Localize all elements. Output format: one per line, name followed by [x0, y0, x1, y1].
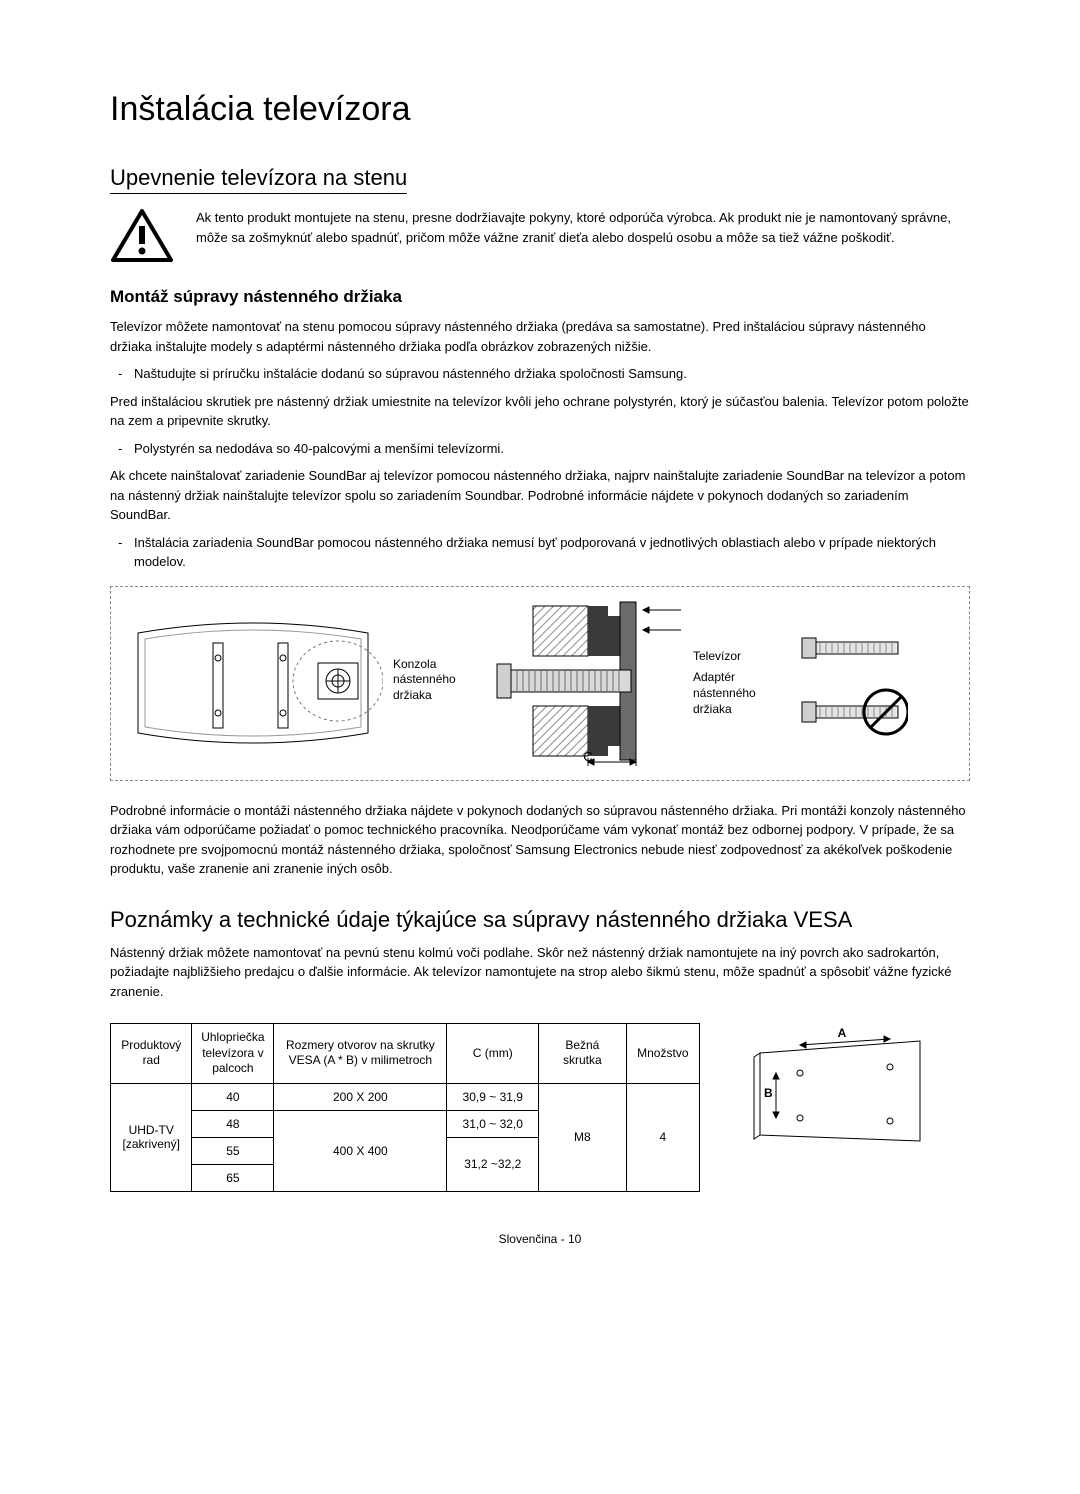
vesa-panel-figure: A B [730, 1023, 930, 1153]
th-c: C (mm) [447, 1024, 539, 1084]
sub-heading-mount-kit: Montáž súpravy nástenného držiaka [110, 287, 970, 307]
screw-allowed-icon [798, 626, 908, 670]
th-qty: Množstvo [626, 1024, 699, 1084]
mount-diagram: Konzola nástenného držiaka [110, 586, 970, 781]
diagram-labels-right: Televízor Adaptér nástenného držiaka [693, 649, 783, 717]
th-vesa: Rozmery otvorov na skrutky VESA (A * B) … [274, 1024, 447, 1084]
section-heading-wall-mount: Upevnenie televízora na stenu [110, 165, 970, 194]
th-screw: Bežná skrutka [539, 1024, 627, 1084]
paragraph: Pred inštaláciou skrutiek pre nástenný d… [110, 392, 970, 431]
cell-c: 31,0 ~ 32,0 [447, 1110, 539, 1137]
paragraph: Podrobné informácie o montáži nástenného… [110, 801, 970, 879]
label-a: A [838, 1026, 847, 1040]
diagram-label-bracket: Konzola nástenného držiaka [393, 657, 483, 710]
cell-size: 48 [192, 1110, 274, 1137]
list-item: Naštudujte si príručku inštalácie dodanú… [124, 364, 970, 384]
screw-prohibited-icon [798, 684, 908, 740]
dimension-c-label: C [583, 749, 592, 764]
cell-product: UHD-TV [zakrivený] [111, 1083, 192, 1191]
page-footer: Slovenčina - 10 [110, 1232, 970, 1246]
vesa-spec-table: Produktový rad Uhlopriečka televízora v … [110, 1023, 700, 1192]
page-title: Inštalácia televízora [110, 90, 970, 129]
warning-block: Ak tento produkt montujete na stenu, pre… [110, 208, 970, 269]
cell-vesa: 200 X 200 [274, 1083, 447, 1110]
cell-vesa: 400 X 400 [274, 1110, 447, 1191]
tv-bracket-figure [123, 603, 383, 763]
paragraph: Nástenný držiak môžete namontovať na pev… [110, 943, 970, 1002]
cell-c: 31,2 ~32,2 [447, 1137, 539, 1191]
list-item: Inštalácia zariadenia SoundBar pomocou n… [124, 533, 970, 572]
screw-figures [793, 626, 913, 740]
caution-icon [110, 208, 174, 269]
cell-size: 65 [192, 1164, 274, 1191]
cell-c: 30,9 ~ 31,9 [447, 1083, 539, 1110]
list-item: Polystyrén sa nedodáva so 40-palcovými a… [124, 439, 970, 459]
th-size: Uhlopriečka televízora v palcoch [192, 1024, 274, 1084]
th-product: Produktový rad [111, 1024, 192, 1084]
cell-size: 55 [192, 1137, 274, 1164]
cell-screw: M8 [539, 1083, 627, 1191]
paragraph: Televízor môžete namontovať na stenu pom… [110, 317, 970, 356]
warning-text: Ak tento produkt montujete na stenu, pre… [196, 208, 970, 247]
cell-size: 40 [192, 1083, 274, 1110]
section-heading-vesa: Poznámky a technické údaje týkajúce sa s… [110, 907, 970, 933]
label-b: B [764, 1086, 773, 1100]
paragraph: Ak chcete nainštalovať zariadenie SoundB… [110, 466, 970, 525]
cell-qty: 4 [626, 1083, 699, 1191]
bolt-cross-section-figure: C [493, 598, 683, 768]
